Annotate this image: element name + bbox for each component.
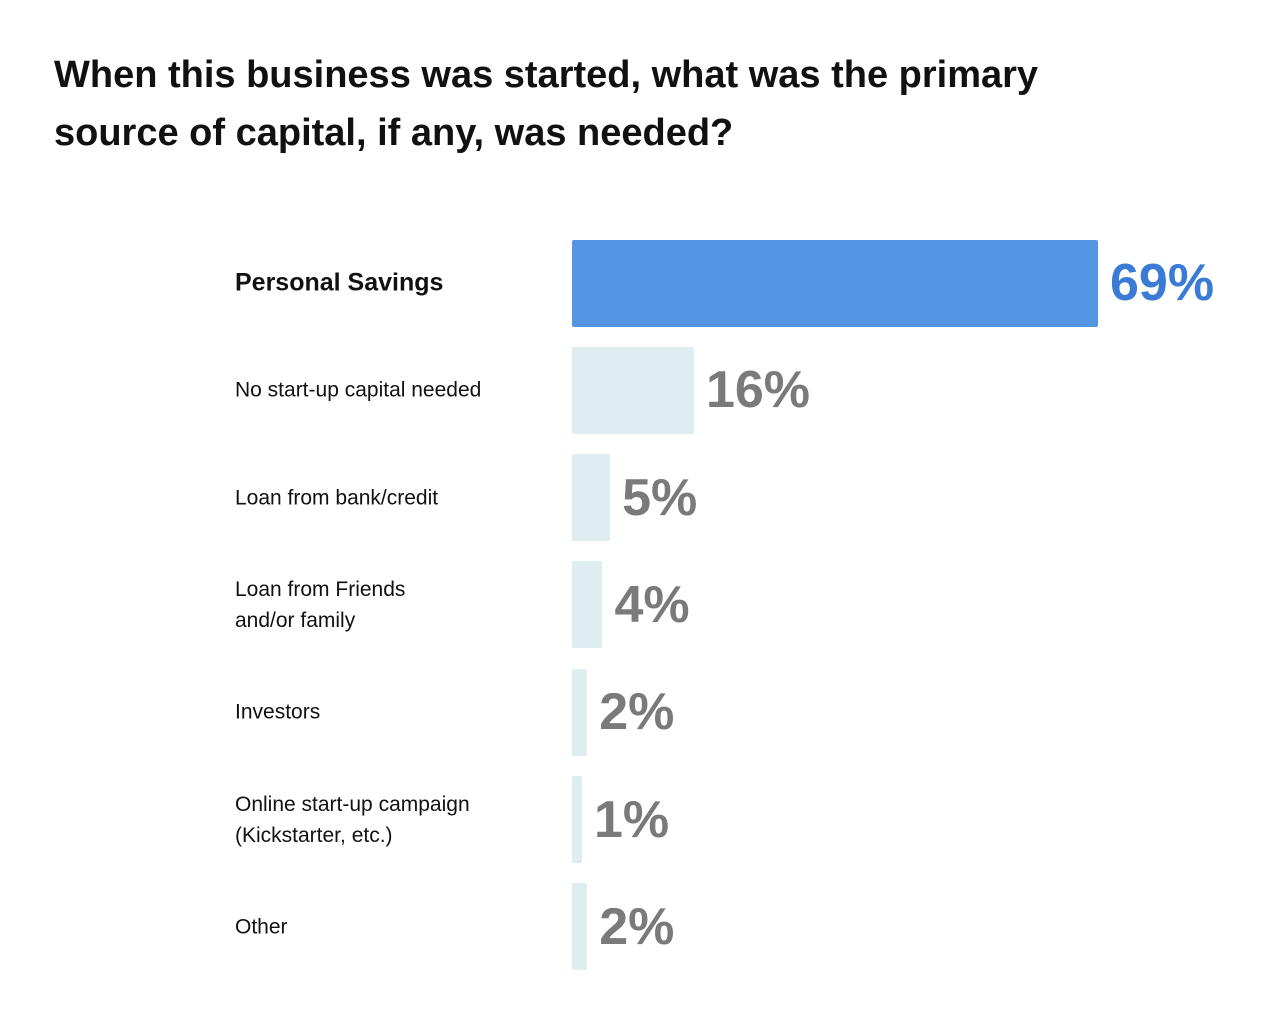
- bar: [572, 776, 582, 863]
- bar: [572, 561, 603, 649]
- category-label-line: Loan from Friends: [235, 577, 406, 601]
- category-label-line: Loan from bank/credit: [235, 486, 439, 510]
- value-label: 2%: [599, 897, 675, 956]
- category-label-line: Online start-up campaign: [235, 792, 470, 816]
- value-label: 1%: [594, 790, 670, 849]
- bar: [572, 346, 694, 434]
- bar: [572, 668, 588, 756]
- value-label: 5%: [622, 468, 698, 527]
- bar: [572, 454, 611, 542]
- category-label: No start-up capital needed: [235, 375, 555, 406]
- category-label-line: (Kickstarter, etc.): [235, 823, 393, 847]
- category-label-line: Other: [235, 915, 288, 939]
- value-label: 69%: [1110, 254, 1215, 312]
- bar: [572, 883, 588, 971]
- category-label: Other: [235, 911, 555, 942]
- chart-title-line-1: When this business was started, what was…: [54, 54, 1039, 96]
- chart-title-line-2: source of capital, if any, was needed?: [54, 112, 734, 154]
- category-label-line: No start-up capital needed: [235, 378, 482, 402]
- category-label-line: Personal Savings: [235, 268, 444, 297]
- value-label: 16%: [705, 361, 811, 420]
- category-label: Online start-up campaign (Kickstarter, et…: [235, 789, 555, 851]
- value-label: 4%: [614, 575, 690, 634]
- category-label-line: and/or family: [235, 608, 356, 632]
- category-label: Loan from bank/credit: [235, 482, 555, 513]
- value-label: 2%: [599, 683, 675, 742]
- category-label: Investors: [235, 697, 555, 728]
- category-label-line: Investors: [235, 700, 321, 724]
- category-label: Personal Savings: [235, 268, 555, 299]
- category-label: Loan from Friends and/or family: [235, 574, 555, 636]
- chart-title: When this business was started, what was…: [54, 46, 1194, 162]
- bar: [572, 239, 1098, 327]
